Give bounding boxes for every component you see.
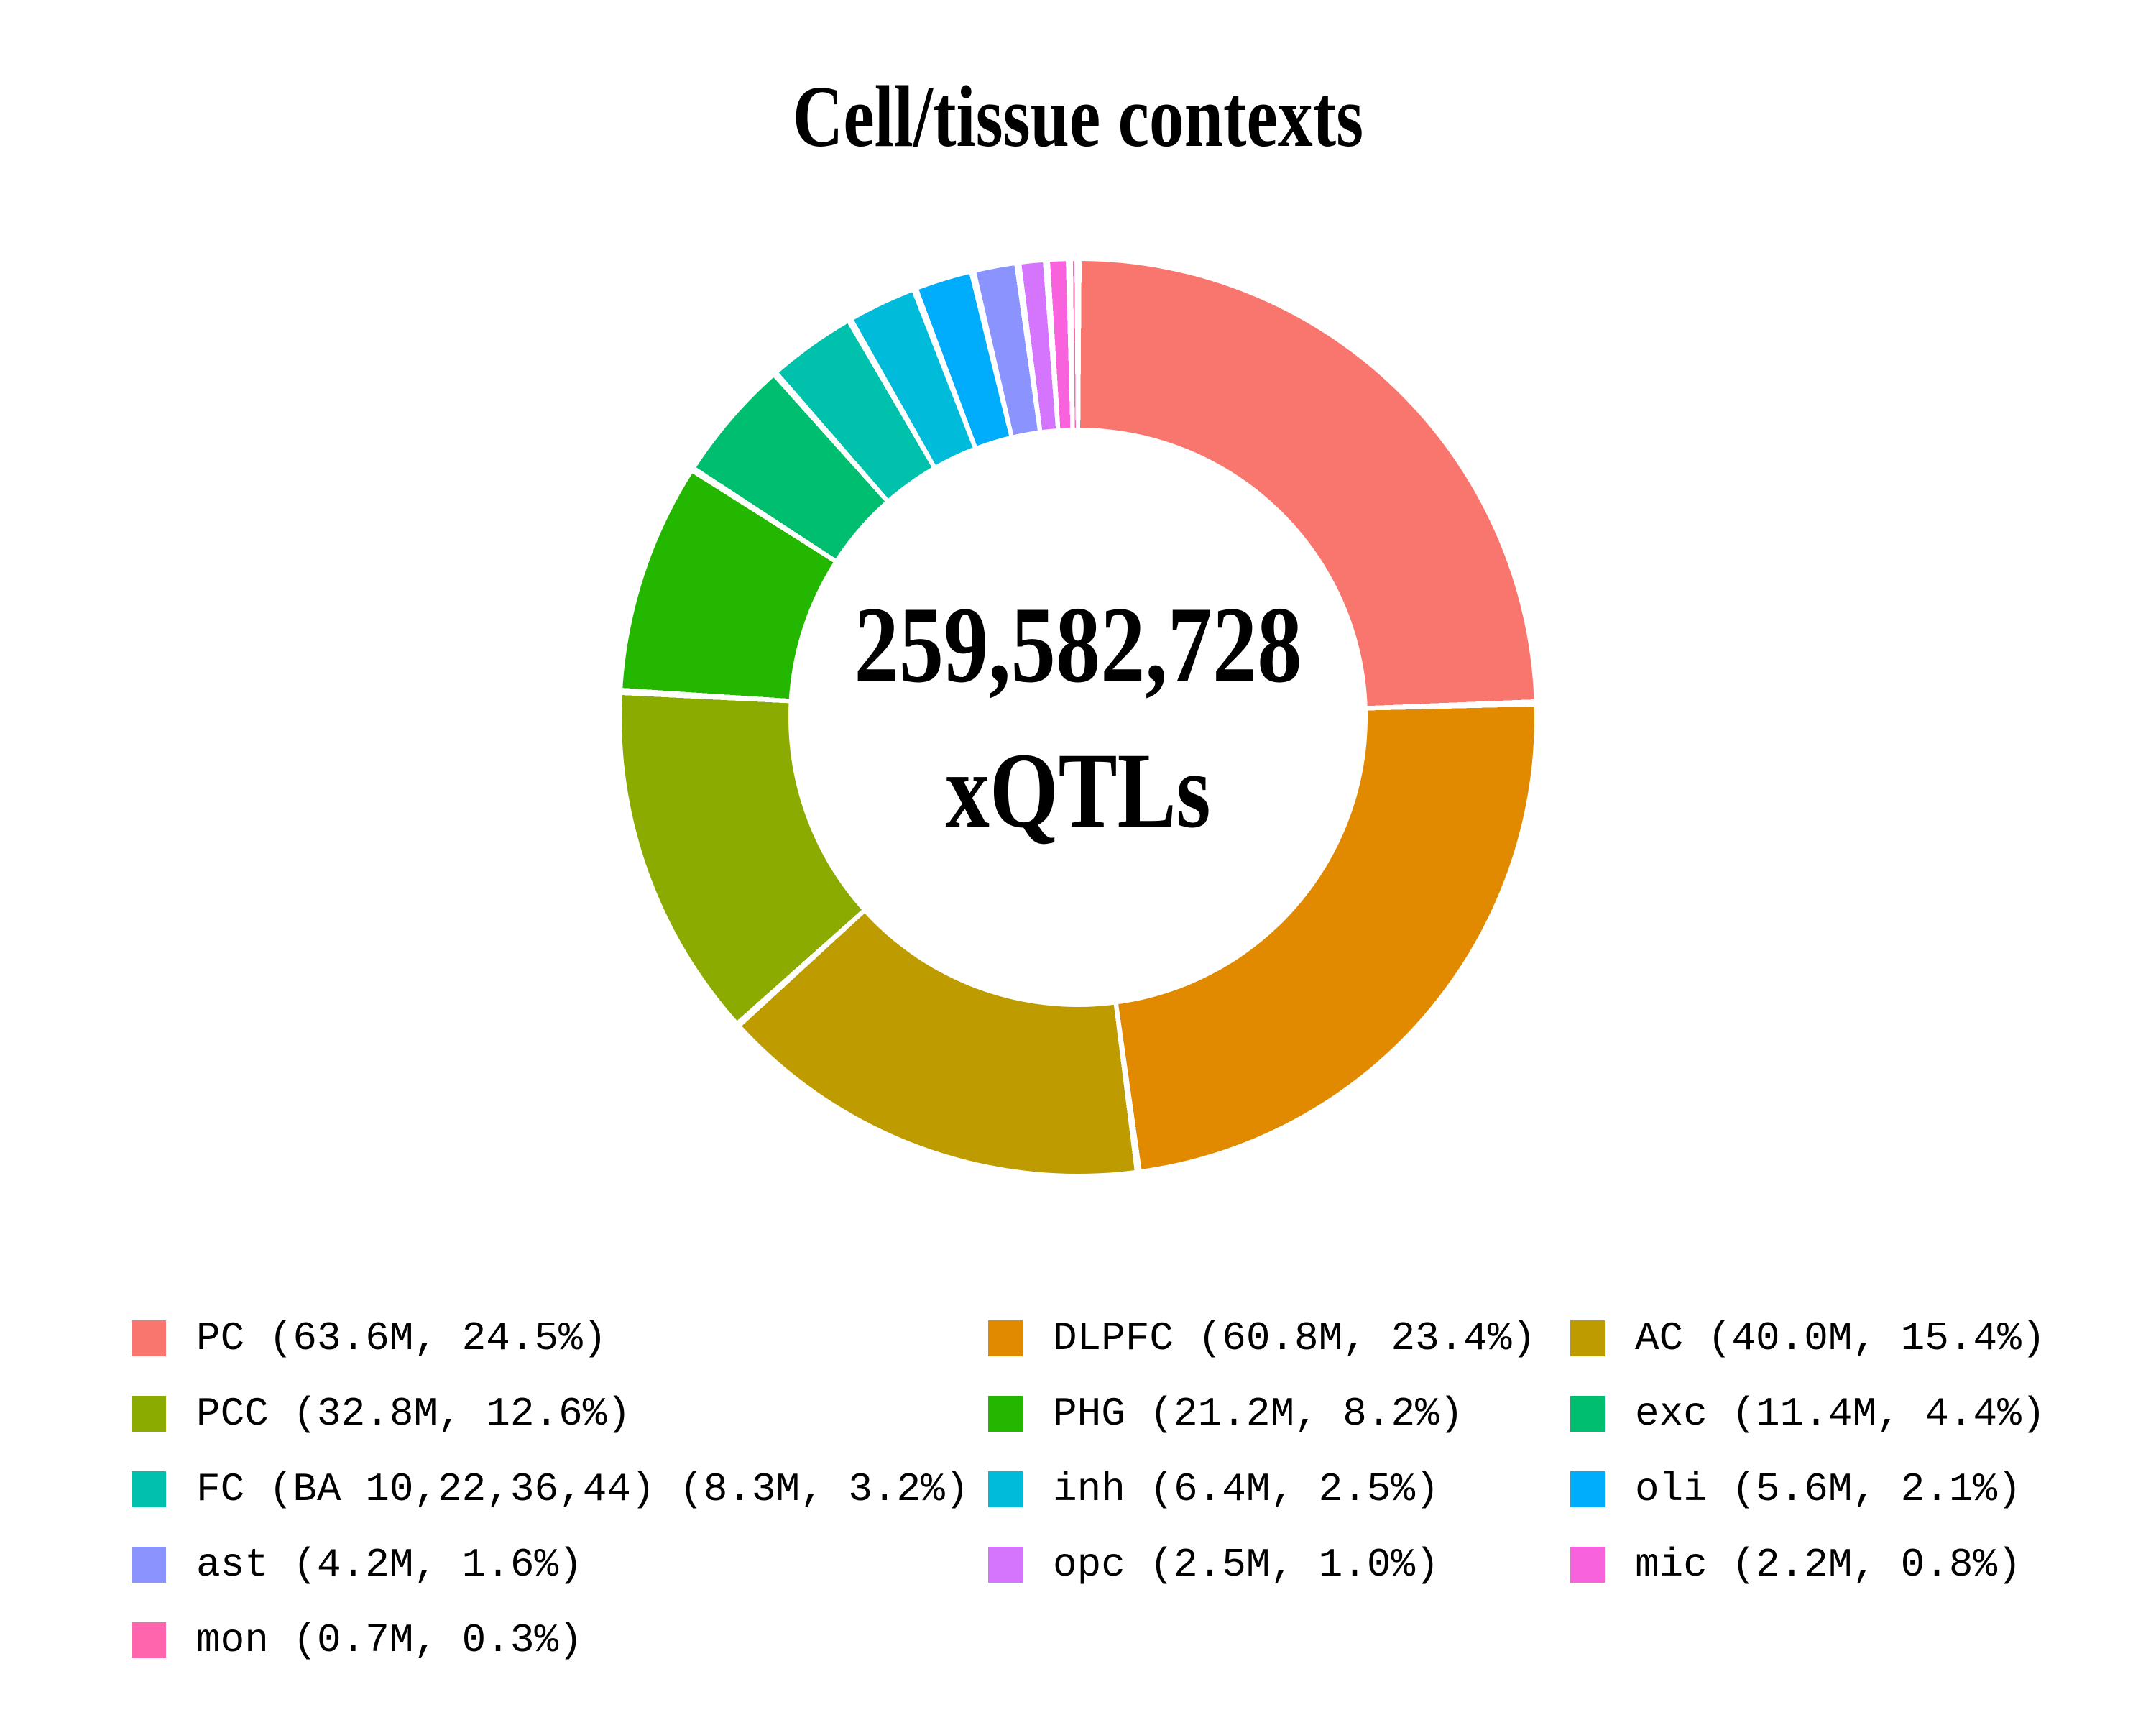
total-xqtl-unit: xQTLs [945,731,1211,850]
legend-label-dlpfc: DLPFC (60.8M, 23.4%) [1053,1315,1537,1361]
legend-item-exc: exc (11.4M, 4.4%) [1570,1391,2072,1437]
legend-label-fc: FC (BA 10,22,36,44) (8.3M, 3.2%) [196,1466,969,1512]
total-xqtl-count: 259,582,728 [854,584,1302,705]
legend-item-pc: PC (63.6M, 24.5%) [132,1315,988,1361]
legend-item-mon: mon (0.7M, 0.3%) [132,1617,988,1663]
legend-item-phg: PHG (21.2M, 8.2%) [988,1391,1570,1437]
legend-label-mon: mon (0.7M, 0.3%) [196,1617,583,1663]
legend-swatch-pcc [132,1396,166,1432]
chart-title: Cell/tissue contexts [792,68,1364,165]
legend-swatch-mon [132,1622,166,1658]
legend-item-inh: inh (6.4M, 2.5%) [988,1466,1570,1512]
legend-item-dlpfc: DLPFC (60.8M, 23.4%) [988,1315,1570,1361]
legend-label-mic: mic (2.2M, 0.8%) [1635,1542,2022,1588]
legend-swatch-mic [1570,1547,1605,1583]
legend-label-phg: PHG (21.2M, 8.2%) [1053,1391,1464,1437]
legend-label-ast: ast (4.2M, 1.6%) [196,1542,583,1588]
donut-hole: 259,582,728 xQTLs [788,428,1368,1007]
legend-swatch-ac [1570,1320,1605,1356]
legend-label-exc: exc (11.4M, 4.4%) [1635,1391,2046,1437]
legend-item-ast: ast (4.2M, 1.6%) [132,1542,988,1588]
donut-center-text: 259,582,728 xQTLs [841,428,1316,1007]
legend-label-opc: opc (2.5M, 1.0%) [1053,1542,1439,1588]
donut-ring: 259,582,728 xQTLs [622,261,1534,1174]
legend-swatch-pc [132,1320,166,1356]
legend-swatch-dlpfc [988,1320,1023,1356]
legend-item-fc: FC (BA 10,22,36,44) (8.3M, 3.2%) [132,1466,988,1512]
legend-swatch-fc [132,1471,166,1507]
legend-item-opc: opc (2.5M, 1.0%) [988,1542,1570,1588]
legend-swatch-ast [132,1547,166,1583]
legend-swatch-phg [988,1396,1023,1432]
legend-label-pc: PC (63.6M, 24.5%) [196,1315,607,1361]
legend-item-mic: mic (2.2M, 0.8%) [1570,1542,2072,1588]
legend-label-pcc: PCC (32.8M, 12.6%) [196,1391,631,1437]
legend-item-ac: AC (40.0M, 15.4%) [1570,1315,2072,1361]
legend-item-pcc: PCC (32.8M, 12.6%) [132,1391,988,1437]
legend-label-inh: inh (6.4M, 2.5%) [1053,1466,1439,1512]
legend-swatch-opc [988,1547,1023,1583]
legend: PC (63.6M, 24.5%) DLPFC (60.8M, 23.4%) A… [132,1315,2072,1698]
legend-swatch-inh [988,1471,1023,1507]
legend-swatch-exc [1570,1396,1605,1432]
legend-label-oli: oli (5.6M, 2.1%) [1635,1466,2022,1512]
legend-item-oli: oli (5.6M, 2.1%) [1570,1466,2072,1512]
legend-swatch-oli [1570,1471,1605,1507]
legend-label-ac: AC (40.0M, 15.4%) [1635,1315,2046,1361]
